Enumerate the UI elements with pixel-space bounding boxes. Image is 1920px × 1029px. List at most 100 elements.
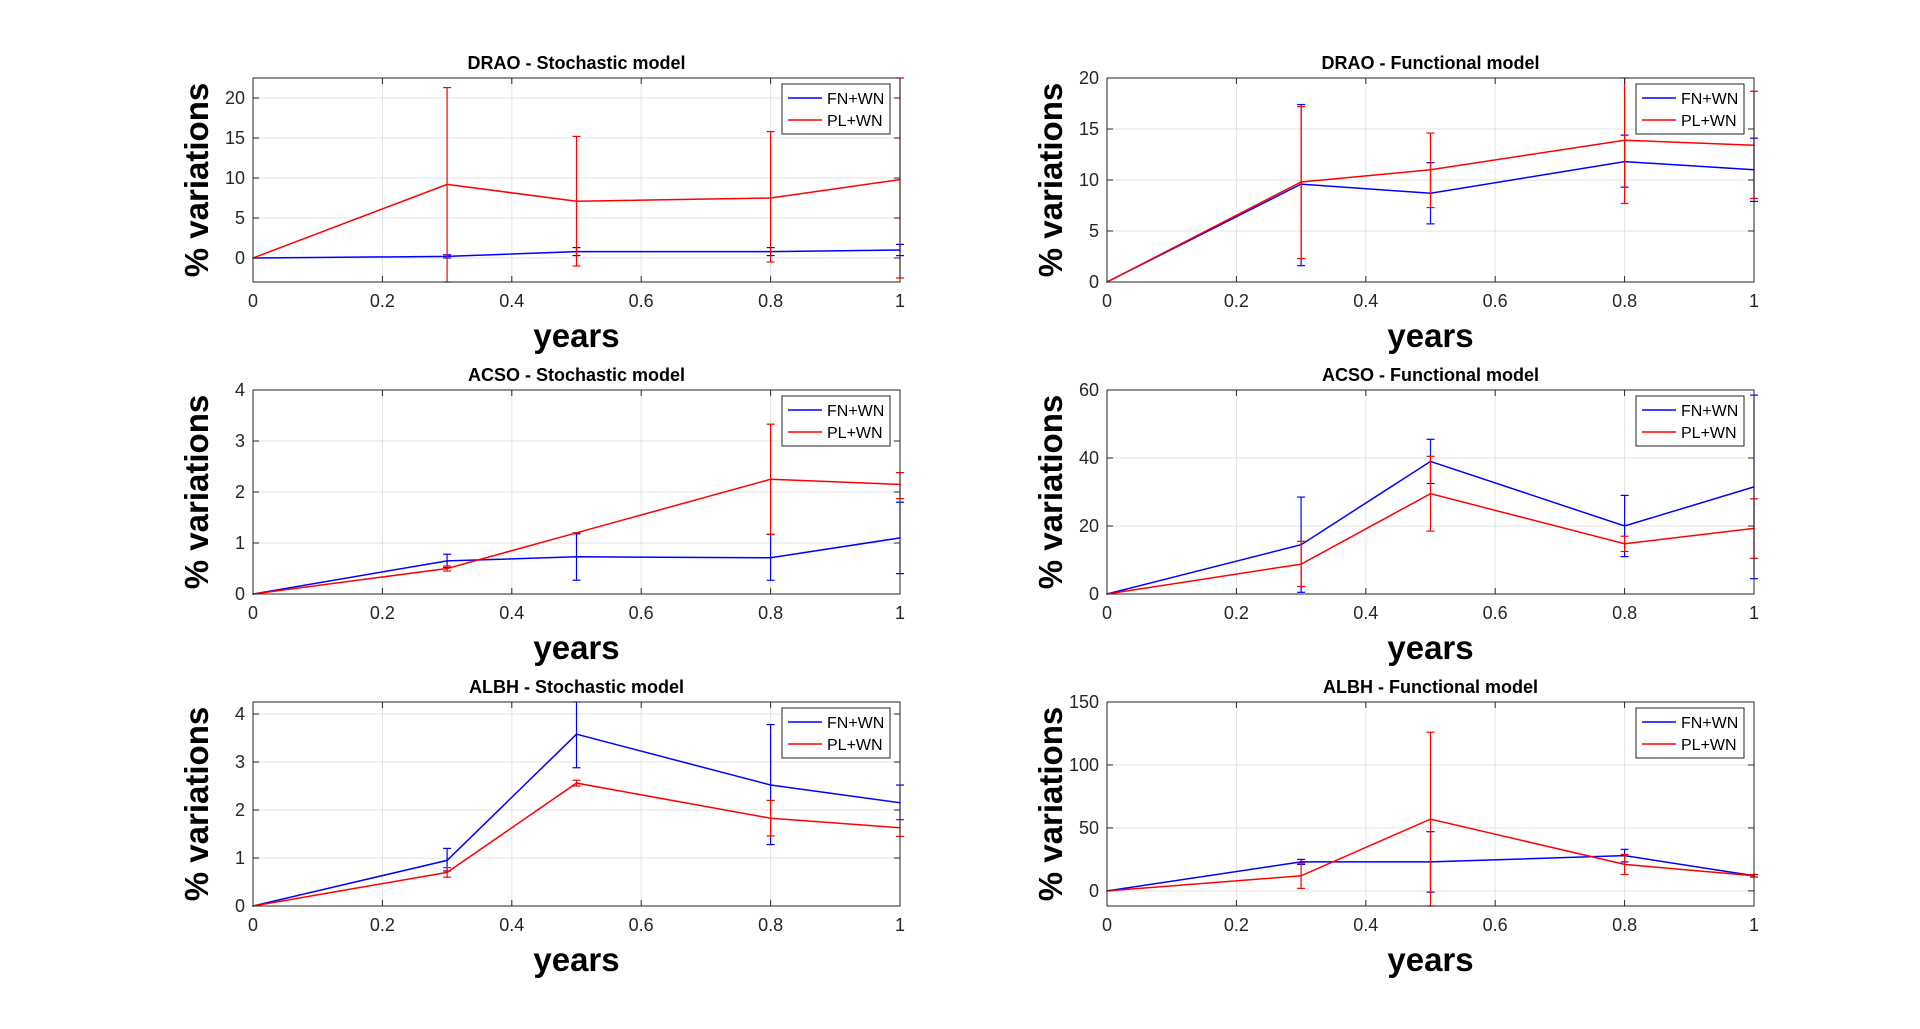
legend: FN+WN PL+WN [781, 707, 891, 759]
x-tick-label: 0.2 [1224, 291, 1249, 311]
legend: FN+WN PL+WN [781, 395, 891, 447]
chart-title: DRAO - Functional model [1322, 53, 1540, 73]
subplot-5: 0 0.2 0.4 0.6 0.8 1 0 1 2 3 4 ALBH - Stochastic mod… [178, 677, 905, 978]
x-tick-label: 0.8 [758, 603, 783, 623]
legend-box [1635, 395, 1745, 447]
x-tick-label: 1 [895, 915, 905, 935]
x-axis-label: years [533, 629, 619, 666]
legend-label: PL+WN [1681, 113, 1737, 130]
x-tick-label: 0 [1102, 291, 1112, 311]
x-tick-label: 0.4 [499, 603, 524, 623]
x-tick-label: 0.2 [370, 603, 395, 623]
y-axis-label: % variations [178, 83, 215, 277]
y-tick-label: 4 [235, 380, 245, 400]
y-tick-label: 1 [235, 533, 245, 553]
y-tick-label: 40 [1079, 448, 1099, 468]
legend-label: PL+WN [827, 425, 883, 442]
x-axis-label: years [1387, 317, 1473, 354]
x-axis-label: years [1387, 941, 1473, 978]
legend-box [781, 83, 891, 135]
x-tick-label: 0.2 [1224, 915, 1249, 935]
y-tick-label: 0 [235, 248, 245, 268]
legend-box [1635, 83, 1745, 135]
x-tick-label: 1 [1749, 291, 1759, 311]
x-tick-label: 0 [248, 915, 258, 935]
y-tick-label: 0 [1089, 584, 1099, 604]
legend-label: FN+WN [1681, 91, 1738, 108]
axes-box [252, 701, 901, 907]
x-tick-label: 0.8 [1612, 915, 1637, 935]
x-tick-label: 0.6 [629, 603, 654, 623]
x-tick-label: 0.4 [1353, 915, 1378, 935]
axes-box [1106, 701, 1755, 907]
x-axis-label: years [1387, 629, 1473, 666]
x-tick-label: 0 [1102, 915, 1112, 935]
y-tick-label: 2 [235, 482, 245, 502]
y-tick-label: 20 [1079, 68, 1099, 88]
y-tick-label: 5 [235, 208, 245, 228]
x-tick-label: 0.6 [629, 915, 654, 935]
x-axis-label: years [533, 941, 619, 978]
x-axis-label: years [533, 317, 619, 354]
x-tick-label: 0.2 [1224, 603, 1249, 623]
y-tick-label: 15 [1079, 119, 1099, 139]
y-tick-label: 20 [225, 88, 245, 108]
legend: FN+WN PL+WN [1635, 395, 1745, 447]
y-tick-label: 2 [235, 800, 245, 820]
y-tick-label: 50 [1079, 818, 1099, 838]
legend-label: PL+WN [827, 113, 883, 130]
y-tick-label: 15 [225, 128, 245, 148]
legend-label: FN+WN [1681, 403, 1738, 420]
legend: FN+WN PL+WN [1635, 707, 1745, 759]
x-tick-label: 0 [1102, 603, 1112, 623]
y-tick-label: 1 [235, 848, 245, 868]
subplot-6: 0 0.2 0.4 0.6 0.8 1 0 50 100 150 ALBH - Functional… [1032, 677, 1759, 978]
legend-label: FN+WN [1681, 715, 1738, 732]
y-axis-label: % variations [178, 395, 215, 589]
x-tick-label: 0.4 [1353, 291, 1378, 311]
x-tick-label: 0.6 [1483, 603, 1508, 623]
legend-label: FN+WN [827, 715, 884, 732]
legend: FN+WN PL+WN [1635, 83, 1745, 135]
y-axis-label: % variations [1032, 707, 1069, 901]
chart-title: ALBH - Stochastic model [469, 677, 684, 697]
y-tick-label: 100 [1069, 755, 1099, 775]
x-tick-label: 1 [1749, 915, 1759, 935]
x-tick-label: 0.8 [1612, 291, 1637, 311]
y-tick-label: 0 [1089, 881, 1099, 901]
x-tick-label: 0 [248, 603, 258, 623]
axes-box [252, 77, 901, 283]
y-tick-label: 10 [1079, 170, 1099, 190]
y-tick-label: 20 [1079, 516, 1099, 536]
x-tick-label: 0 [248, 291, 258, 311]
x-tick-label: 0.4 [499, 291, 524, 311]
y-tick-label: 60 [1079, 380, 1099, 400]
y-tick-label: 10 [225, 168, 245, 188]
legend-box [781, 707, 891, 759]
x-tick-label: 0.8 [758, 915, 783, 935]
y-tick-label: 0 [235, 584, 245, 604]
x-tick-label: 0.8 [758, 291, 783, 311]
legend: FN+WN PL+WN [781, 83, 891, 135]
x-tick-label: 0.2 [370, 291, 395, 311]
chart-title: ACSO - Stochastic model [468, 365, 685, 385]
y-tick-label: 0 [1089, 272, 1099, 292]
y-tick-label: 3 [235, 752, 245, 772]
y-axis-label: % variations [1032, 83, 1069, 277]
x-tick-label: 1 [895, 603, 905, 623]
legend-box [1635, 707, 1745, 759]
chart-title: DRAO - Stochastic model [467, 53, 685, 73]
legend-label: PL+WN [1681, 425, 1737, 442]
y-axis-label: % variations [178, 707, 215, 901]
axes-box [1106, 389, 1755, 595]
x-tick-label: 1 [1749, 603, 1759, 623]
subplot-4: 0 0.2 0.4 0.6 0.8 1 0 20 40 60 ACSO - Functional m… [1032, 365, 1759, 666]
x-tick-label: 0.8 [1612, 603, 1637, 623]
subplot-3: 0 0.2 0.4 0.6 0.8 1 0 1 2 3 4 ACSO - Stochastic mod… [178, 365, 905, 666]
legend-label: FN+WN [827, 403, 884, 420]
x-tick-label: 0.6 [629, 291, 654, 311]
legend-label: FN+WN [827, 91, 884, 108]
legend-label: PL+WN [827, 737, 883, 754]
